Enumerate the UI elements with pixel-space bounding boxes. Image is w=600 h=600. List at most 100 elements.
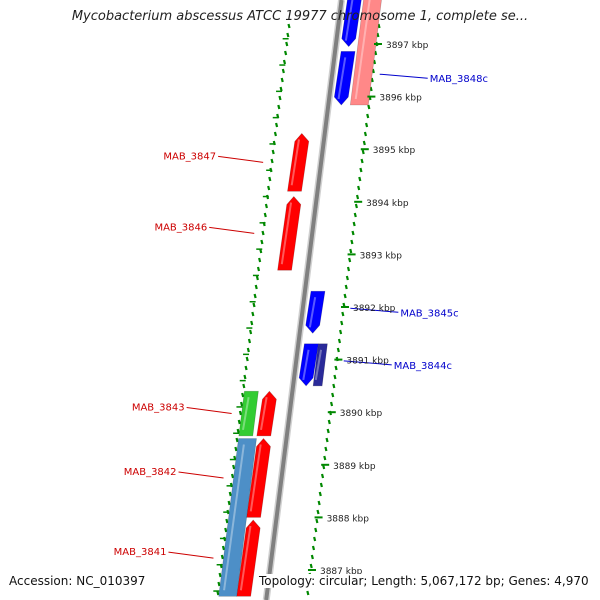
backbone-line (264, 0, 344, 600)
gene-label-leader (343, 360, 392, 366)
gene-sheen (223, 444, 245, 591)
inner-tick-dot (251, 311, 255, 317)
inner-tick-dot (247, 338, 252, 344)
gene-sheen (314, 349, 323, 381)
outer-tick-dot (372, 59, 377, 65)
gene-label-mab-3841: MAB_3841 (114, 547, 167, 558)
inner-tick-dot (255, 275, 259, 281)
gene-label-mab-3842: MAB_3842 (124, 467, 177, 478)
outer-tick-dot (366, 113, 370, 119)
outer-tick-dot (348, 257, 352, 263)
inner-tick-dot (264, 203, 268, 209)
inner-tick-dot (268, 176, 272, 182)
gene-sheen (280, 202, 293, 265)
kbp-tick-label: 3892 kbp (353, 304, 396, 314)
gene-label-mab-3843: MAB_3843 (132, 403, 185, 414)
outer-tick-dot (334, 365, 338, 371)
gene-block-mab-3844c (298, 343, 319, 387)
outer-tick-dot (336, 347, 340, 353)
outer-tick-dot (317, 500, 321, 506)
gene-sheen (354, 0, 371, 100)
outer-tick-dot (352, 221, 356, 227)
inner-tick-dot (254, 284, 258, 290)
kbp-tick-label: 3895 kbp (373, 146, 416, 156)
outer-tick-dot (377, 23, 381, 29)
inner-tick-dot (244, 365, 248, 371)
outer-tick-dot (369, 86, 373, 92)
gene-block-mab-3842 (246, 438, 271, 518)
outer-tick-dot (324, 446, 328, 452)
kbp-tick-label: 3890 kbp (340, 409, 383, 419)
inner-tick-dot (256, 266, 261, 272)
inner-tick-dot (284, 50, 288, 56)
outer-tick-dot (376, 32, 380, 38)
inner-tick-dot (218, 572, 222, 578)
gene-block-green (238, 390, 259, 437)
outer-tick-dot (371, 68, 375, 74)
inner-tick-dot (245, 356, 249, 362)
inner-tick-dot (261, 230, 265, 236)
kbp-tick-label: 3897 kbp (386, 41, 429, 51)
inner-tick-dot (220, 554, 224, 560)
gene-sheen (344, 0, 354, 41)
outer-tick-dot (345, 275, 349, 281)
outer-tick-dot (374, 50, 378, 56)
outer-tick-dot (310, 554, 314, 560)
gene-block-mab-3846 (277, 196, 302, 271)
kbp-tick-label: 3894 kbp (366, 199, 409, 209)
inner-tick-dot (282, 59, 287, 65)
gene-sheen (242, 396, 250, 431)
inner-tick-dot (230, 473, 235, 479)
inner-tick-dot (253, 293, 257, 299)
inner-tick-dot (267, 185, 271, 191)
inner-tick-dot (243, 374, 247, 380)
kbp-tick-label: 3888 kbp (327, 514, 370, 524)
outer-tick-dot (339, 329, 343, 335)
outer-tick-dot (319, 482, 323, 488)
inner-tick-dot (279, 86, 283, 92)
gene-sheen (239, 525, 252, 591)
gene-label-mab-3845c: MAB_3845c (400, 308, 458, 319)
gene-block-mab-3848c (333, 51, 356, 106)
outer-tick-dot (315, 518, 319, 524)
outer-tick-dot (358, 176, 362, 182)
gene-block-rna (349, 0, 382, 106)
gene-label-mab-3847: MAB_3847 (163, 151, 216, 162)
inner-tick-dot (246, 347, 250, 353)
gene-label-leader (209, 226, 255, 234)
accession-text: Accession: NC_010397 (7, 574, 148, 588)
inner-tick-dot (271, 149, 275, 155)
outer-tick-dot (313, 536, 317, 542)
outer-tick-dot (341, 311, 345, 317)
outer-tick-dot (327, 419, 331, 425)
inner-tick-dot (273, 131, 278, 137)
outer-tick-dot (355, 194, 360, 200)
outer-tick-dot (333, 374, 337, 380)
gene-label-mab-3844c: MAB_3844c (394, 361, 452, 372)
inner-tick-dot (252, 302, 256, 308)
outer-tick-dot (367, 104, 371, 110)
inner-tick-dot (225, 518, 229, 524)
gene-label-mab-3848c: MAB_3848c (430, 74, 488, 85)
outer-tick-dot (329, 401, 334, 407)
inner-tick-dot (217, 581, 221, 587)
outer-tick-dot (359, 167, 363, 173)
gene-label-leader (379, 73, 428, 79)
inner-tick-dot (270, 158, 274, 164)
outer-tick-dot (306, 590, 310, 596)
gene-sheen (260, 396, 268, 431)
gene-label-leader (186, 407, 232, 415)
outer-tick-dot (350, 239, 354, 245)
outer-tick-dot (340, 320, 344, 326)
outer-tick-dot (354, 203, 358, 209)
inner-tick-dot (234, 446, 238, 452)
outer-tick-dot (362, 140, 366, 146)
inner-tick-dot (224, 527, 228, 533)
outer-tick-dot (360, 158, 364, 164)
inner-tick-dot (286, 32, 290, 38)
inner-tick-dot (277, 104, 281, 110)
outer-tick-dot (337, 338, 342, 344)
gene-block-mab-3847 (287, 132, 310, 192)
map-title: Mycobacterium abscessus ATCC 19977 chrom… (71, 9, 529, 24)
